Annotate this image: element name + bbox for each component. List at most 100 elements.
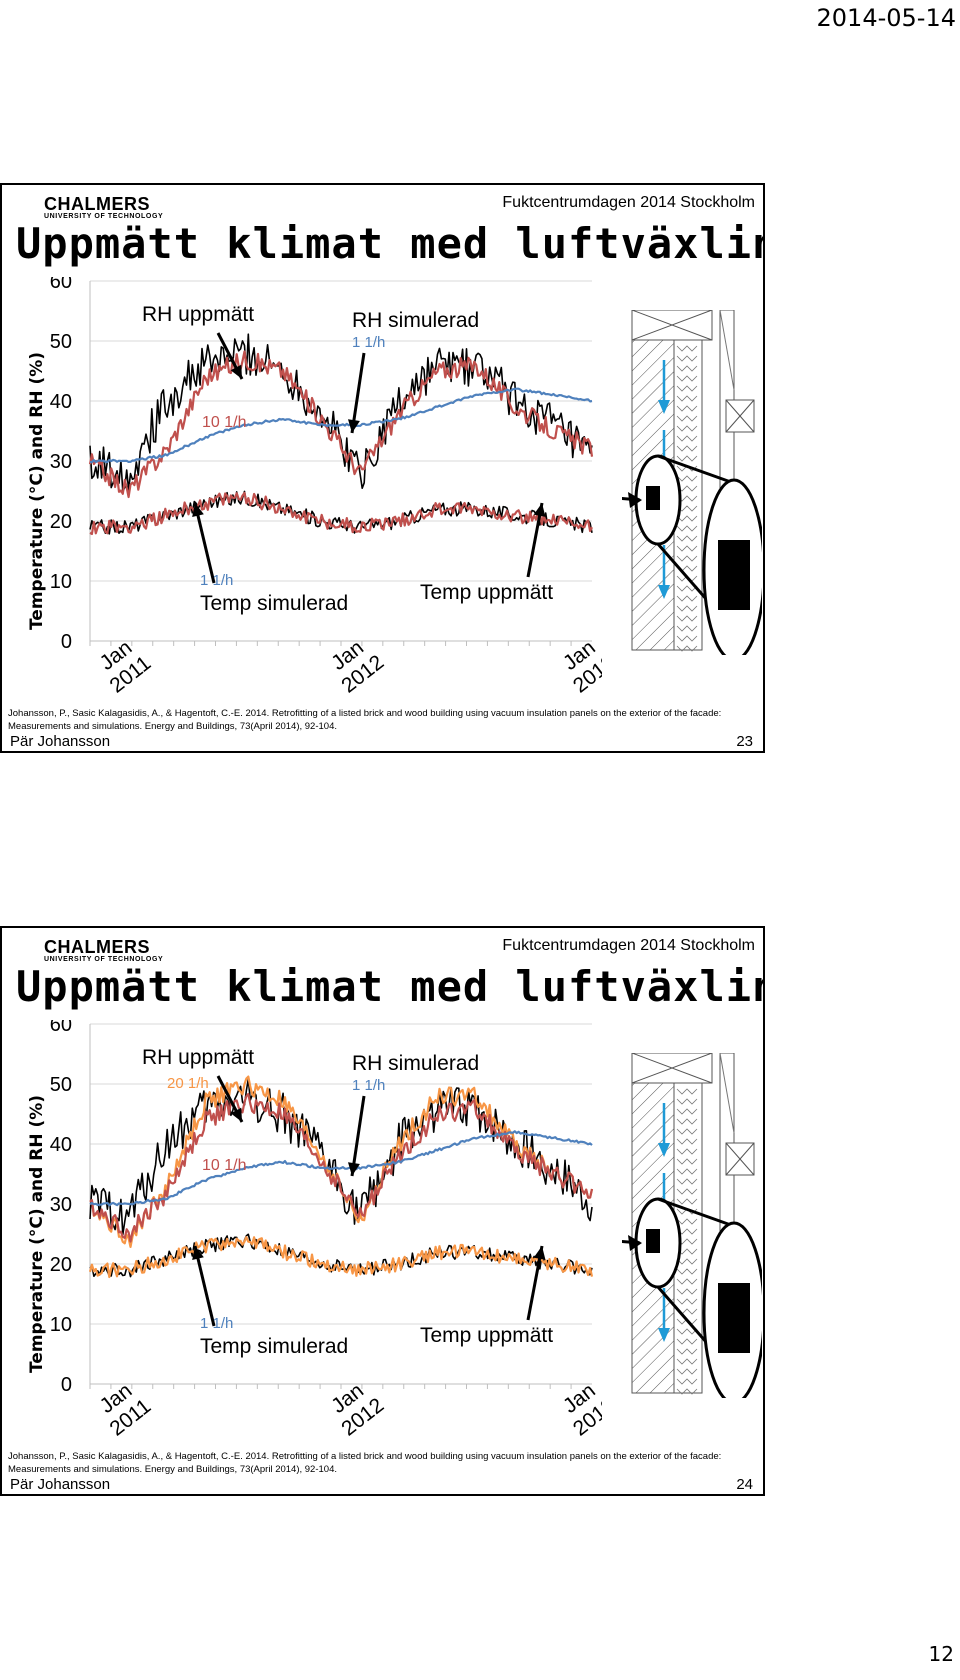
- y-tick-label: 10: [50, 571, 72, 593]
- insulation-zigzag: [676, 385, 698, 392]
- author-name: Pär Johansson: [10, 733, 111, 750]
- vip-panel-large: [718, 540, 750, 610]
- series-rh_sim_20: [89, 1075, 594, 1248]
- insulation-zigzag: [676, 1288, 698, 1295]
- temp-simulated-rate: 1 1/h: [200, 572, 233, 589]
- insulation-zigzag: [676, 395, 698, 402]
- temp-simulated-arrow: [193, 502, 216, 584]
- facade-section-diagram: [622, 310, 762, 655]
- insulation-zigzag: [676, 545, 698, 552]
- y-axis-label: Temperature (°C) and RH (%): [27, 1095, 47, 1373]
- y-tick-label: 40: [50, 1134, 72, 1156]
- insulation-zigzag: [676, 1138, 698, 1145]
- slide-23: CHALMERS UNIVERSITY OF TECHNOLOGY Fuktce…: [0, 183, 765, 753]
- vip-panel-small: [646, 486, 660, 510]
- insulation-zigzag: [676, 1218, 698, 1225]
- event-name: Fuktcentrumdagen 2014 Stockholm: [502, 194, 755, 211]
- rh-simulated-rate: 1 1/h: [352, 1077, 385, 1094]
- insulation-zigzag: [676, 415, 698, 422]
- climate-chart: 60 50 40 30 20 10 0 Temperature (°C) and RH (%)…: [27, 277, 602, 697]
- insulation-zigzag: [676, 405, 698, 412]
- rh-simulated-arrow: [350, 1095, 366, 1177]
- insulation-zigzag: [676, 355, 698, 362]
- reference-text: Johansson, P., Sasic Kalagasidis, A., & …: [8, 1451, 722, 1475]
- pointer-arrow-head: [628, 492, 642, 508]
- temp-simulated-label: Temp simulerad: [200, 1335, 348, 1358]
- y-tick-label: 60: [50, 277, 72, 293]
- logo-name: CHALMERS: [44, 194, 150, 214]
- rh-10-rate-label: 10 1/h: [202, 1157, 246, 1174]
- insulation-zigzag: [676, 1338, 698, 1345]
- insulation-zigzag: [676, 425, 698, 432]
- batten-cross: [725, 399, 755, 433]
- rh-simulated-arrow: [350, 352, 366, 434]
- cladding-cross: [719, 310, 735, 391]
- insulation-zigzag: [676, 1278, 698, 1285]
- temp-simulated-rate: 1 1/h: [200, 1315, 233, 1332]
- rh-10-rate-label: 10 1/h: [202, 414, 246, 431]
- rh-20-rate-label: 20 1/h: [167, 1075, 209, 1092]
- insulation-zigzag: [676, 445, 698, 452]
- insulation-zigzag: [676, 455, 698, 462]
- insulation-zigzag: [676, 595, 698, 602]
- slide-24: CHALMERS UNIVERSITY OF TECHNOLOGY Fuktce…: [0, 926, 765, 1496]
- reference-text: Johansson, P., Sasic Kalagasidis, A., & …: [8, 708, 722, 732]
- insulation-zigzag: [676, 435, 698, 442]
- temp-simulated-arrow: [193, 1245, 216, 1327]
- insulation-zigzag: [676, 645, 698, 652]
- batten-cross: [725, 1142, 755, 1176]
- vip-panel-small: [646, 1229, 660, 1253]
- insulation-zigzag: [676, 475, 698, 482]
- rh-simulated-rate: 1 1/h: [352, 334, 385, 351]
- logo-sub: UNIVERSITY OF TECHNOLOGY: [44, 956, 164, 963]
- insulation-zigzag: [676, 1118, 698, 1125]
- series-rh_meas: [89, 1078, 593, 1236]
- insulation-zigzag: [676, 1258, 698, 1265]
- logo-name: CHALMERS: [44, 937, 150, 957]
- chalmers-logo: CHALMERS UNIVERSITY OF TECHNOLOGY: [44, 195, 163, 221]
- series-rh_sim_1: [89, 1130, 593, 1207]
- temp-simulated-arrow-head: [192, 503, 204, 518]
- insulation-zigzag: [676, 365, 698, 372]
- insulation-zigzag: [676, 525, 698, 532]
- page-number: 12: [928, 1642, 954, 1666]
- insulation-zigzag: [676, 615, 698, 622]
- insulation-zigzag: [676, 1358, 698, 1365]
- insulation-zigzag: [676, 1148, 698, 1155]
- insulation-zigzag: [676, 1328, 698, 1335]
- insulation-zigzag: [676, 625, 698, 632]
- slide-title: Uppmätt klimat med luftväxling: [16, 962, 765, 1011]
- insulation-zigzag: [676, 1088, 698, 1095]
- y-tick-label: 30: [50, 451, 72, 473]
- insulation-zigzag: [676, 1198, 698, 1205]
- y-tick-label: 60: [50, 1020, 72, 1036]
- rh-simulated-label: RH simulerad: [352, 309, 479, 332]
- logo-sub: UNIVERSITY OF TECHNOLOGY: [44, 213, 164, 220]
- temp-measured-label: Temp uppmätt: [420, 1324, 553, 1347]
- insulation-zigzag: [676, 1368, 698, 1375]
- temp-measured-label: Temp uppmätt: [420, 581, 553, 604]
- insulation-zigzag: [676, 375, 698, 382]
- insulation-zigzag: [676, 1168, 698, 1175]
- insulation-zigzag: [676, 1188, 698, 1195]
- insulation-zigzag: [676, 1178, 698, 1185]
- temp-measured-arrow-head: [533, 1246, 546, 1260]
- climate-chart: 60 50 40 30 20 10 0 Temperature (°C) and RH (%)…: [27, 1020, 602, 1440]
- y-tick-label: 50: [50, 331, 72, 353]
- rh-simulated-label: RH simulerad: [352, 1052, 479, 1075]
- temp-measured-arrow-head: [533, 503, 546, 517]
- y-tick-label: 20: [50, 511, 72, 533]
- insulation-zigzag: [676, 535, 698, 542]
- insulation-zigzag: [676, 1158, 698, 1165]
- airflow-arrow-head: [658, 585, 670, 599]
- author-name: Pär Johansson: [10, 1476, 111, 1493]
- insulation-zigzag: [676, 1298, 698, 1305]
- series-rh_meas: [89, 333, 593, 493]
- rh-measured-label: RH uppmätt: [142, 1046, 254, 1069]
- insulation-zigzag: [676, 635, 698, 642]
